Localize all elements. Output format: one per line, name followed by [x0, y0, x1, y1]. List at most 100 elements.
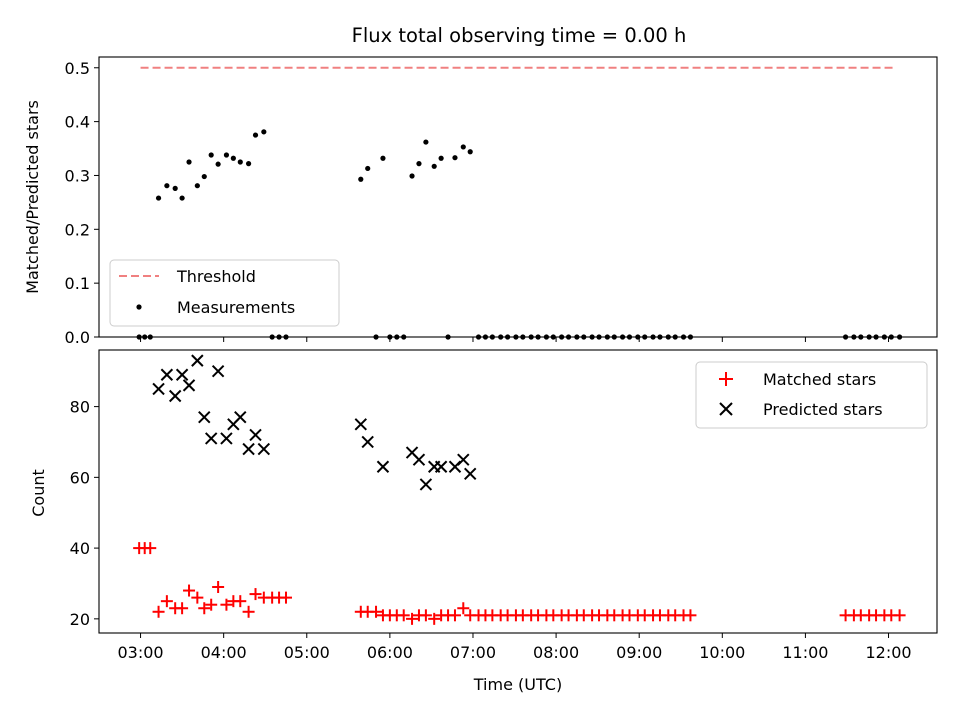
measurement-point [467, 149, 473, 155]
measurement-point [155, 195, 162, 201]
top-chart-title: Flux total observing time = 0.00 h [352, 24, 687, 47]
measurement-point [172, 185, 178, 191]
top-legend: Threshold Measurements [109, 259, 340, 327]
predicted-star-point [234, 411, 247, 424]
matched-star-point [205, 598, 218, 611]
matched-star-point [212, 581, 225, 594]
matched-star-point [220, 598, 233, 611]
predicted-star-point [361, 435, 374, 449]
legend-matched-label: Matched stars [763, 370, 876, 389]
bottom-plot-marks [133, 354, 906, 625]
bottom-y-tick-label: 80 [70, 398, 90, 417]
matched-star-point [279, 591, 292, 604]
predicted-star-point [175, 368, 189, 381]
predicted-star-point [376, 460, 390, 473]
measurement-point [252, 132, 259, 138]
measurement-point [261, 129, 267, 135]
matched-star-point [419, 609, 432, 622]
matched-star-point [183, 584, 196, 597]
predicted-star-point [204, 432, 218, 445]
bottom-y-axis-label: Count [29, 469, 48, 517]
top-y-tick-label: 0.5 [65, 59, 90, 78]
matched-star-point [448, 609, 461, 622]
predicted-star-point [242, 442, 255, 456]
top-y-axis-label: Matched/Predicted stars [23, 100, 42, 294]
measurement-point [179, 195, 185, 201]
measurement-point [201, 173, 207, 180]
matched-star-point [198, 602, 211, 615]
predicted-star-point [160, 368, 174, 381]
predicted-star-point [412, 453, 426, 466]
predicted-star-point [191, 354, 204, 367]
bottom-y-tick-label: 20 [70, 610, 90, 629]
matched-star-point [406, 612, 419, 625]
measurement-point [365, 165, 371, 172]
top-y-tick-label: 0.2 [65, 220, 90, 239]
legend-predicted-label: Predicted stars [763, 400, 883, 419]
measurement-point [416, 161, 422, 167]
matched-star-point [144, 542, 157, 555]
bottom-y-ticks: 20 40 60 80 [70, 398, 99, 629]
predicted-star-point [464, 467, 477, 481]
legend-measurements-label: Measurements [177, 298, 295, 317]
predicted-star-point [168, 389, 182, 403]
measurement-point [230, 155, 236, 161]
matched-star-point [397, 609, 410, 622]
measurement-point [194, 183, 200, 189]
measurement-point [223, 152, 230, 158]
predicted-star-point [152, 382, 165, 396]
matched-star-point [191, 591, 204, 604]
matched-star-point [234, 595, 247, 608]
bottom-x-tick-label: 04:00 [201, 643, 247, 662]
matched-star-point [160, 595, 173, 608]
measurement-point [423, 139, 429, 145]
measurement-point [237, 159, 243, 165]
matched-star-point [152, 605, 165, 618]
bottom-y-tick-label: 60 [70, 468, 90, 487]
measurement-point [380, 155, 386, 161]
bottom-x-tick-label: 06:00 [367, 643, 413, 662]
bottom-panel: Count Time (UTC) 20 40 60 80 03:00 04:00 05:0… [29, 349, 938, 694]
predicted-star-point [182, 379, 196, 392]
top-y-tick-label: 0.4 [65, 113, 90, 132]
predicted-star-point [434, 460, 448, 473]
matched-star-point [457, 602, 470, 615]
matched-star-point [428, 612, 441, 625]
measurement-point [208, 152, 214, 158]
top-y-tick-label: 0.0 [65, 328, 90, 347]
top-plot-marks [136, 66, 903, 340]
predicted-star-point [257, 442, 271, 456]
measurement-point [358, 176, 364, 182]
legend-threshold-label: Threshold [176, 267, 256, 286]
bottom-x-tick-label: 05:00 [284, 643, 330, 662]
predicted-star-point [249, 428, 262, 442]
matched-star-point [249, 588, 262, 601]
bottom-y-tick-label: 40 [70, 539, 90, 558]
measurement-point [438, 155, 444, 161]
matched-star-point [893, 609, 906, 622]
bottom-x-axis-label: Time (UTC) [473, 675, 562, 694]
predicted-star-point [457, 453, 470, 466]
predicted-star-point [220, 432, 233, 445]
top-axes-frame [98, 56, 938, 338]
predicted-star-point [211, 365, 225, 378]
bottom-x-tick-label: 09:00 [616, 643, 662, 662]
measurement-point [245, 161, 252, 167]
matched-star-point [684, 609, 697, 622]
measurement-point [186, 159, 192, 165]
legend-predicted-swatch [719, 402, 733, 416]
measurement-point [460, 144, 466, 150]
matched-star-point [242, 605, 255, 618]
measurement-point [452, 155, 458, 161]
bottom-x-tick-label: 07:00 [450, 643, 496, 662]
top-y-ticks: 0.0 0.1 0.2 0.3 0.4 0.5 [65, 59, 99, 347]
bottom-x-tick-label: 12:00 [865, 643, 911, 662]
bottom-x-tick-label: 08:00 [533, 643, 579, 662]
bottom-legend: Matched stars Predicted stars [695, 361, 928, 429]
bottom-axes-frame [98, 349, 938, 634]
top-panel: Flux total observing time = 0.00 h Match… [23, 24, 938, 347]
top-y-tick-label: 0.3 [65, 166, 90, 185]
bottom-legend-box [695, 361, 928, 429]
